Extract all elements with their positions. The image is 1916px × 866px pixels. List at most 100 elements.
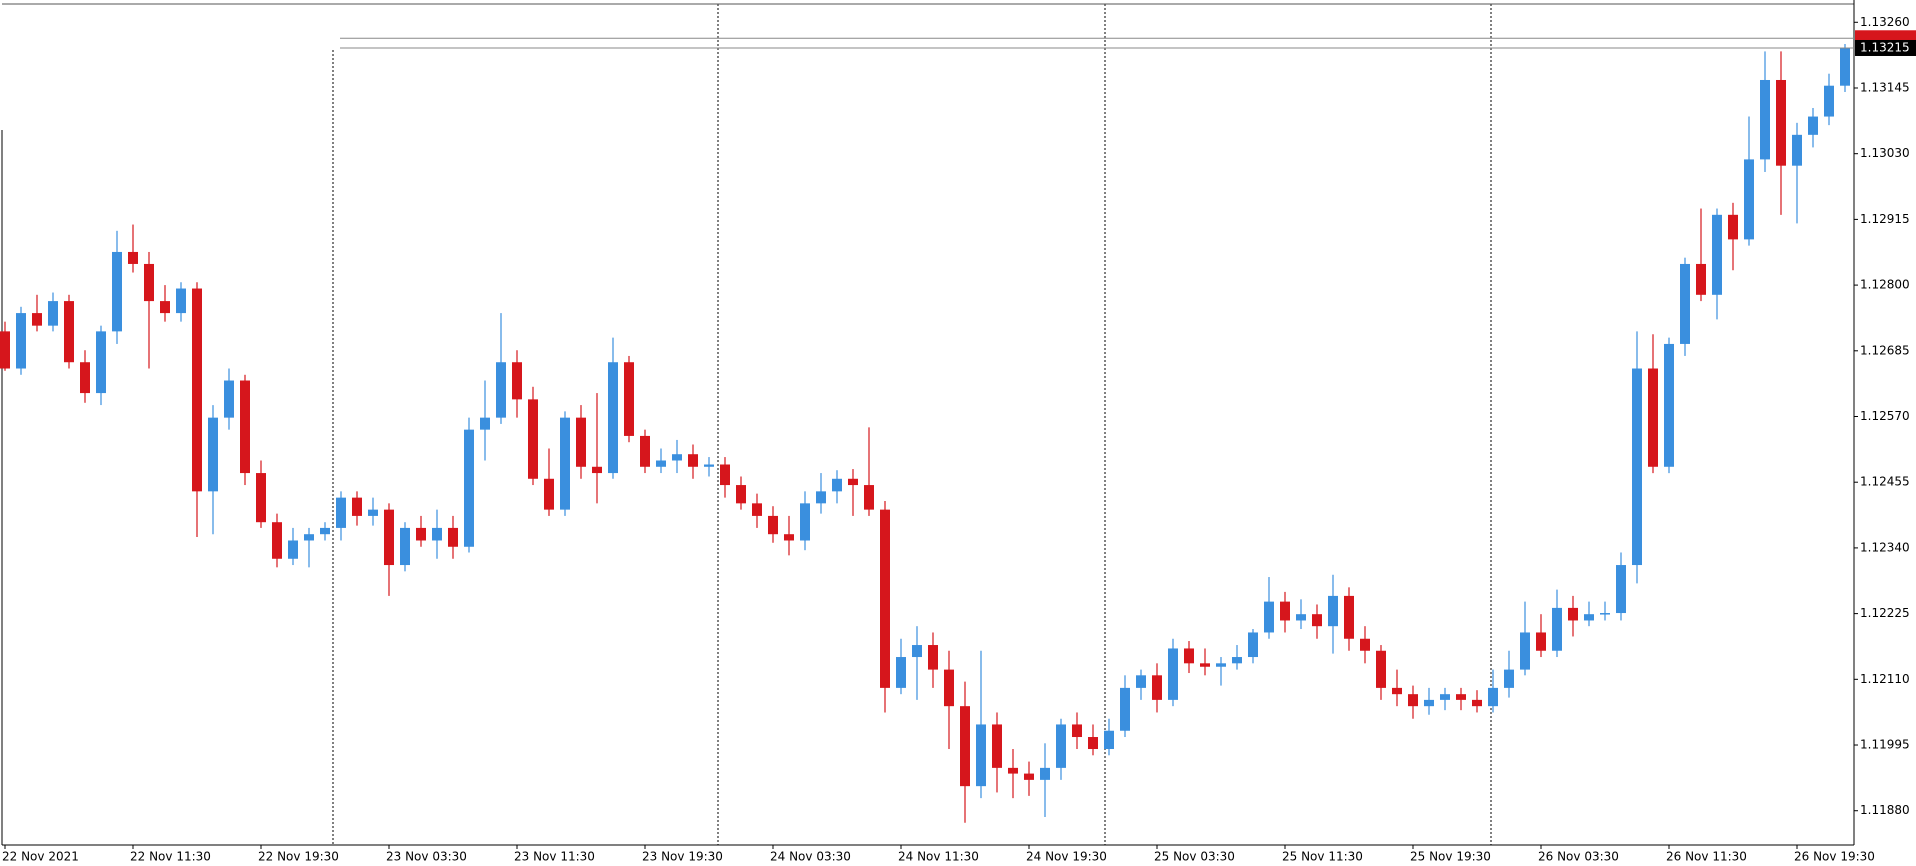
candle-body bbox=[1344, 595, 1354, 639]
candle-body bbox=[1520, 632, 1530, 670]
candle-body bbox=[560, 417, 570, 510]
candle-body bbox=[1408, 694, 1418, 707]
candle-body bbox=[288, 540, 298, 559]
candle-body bbox=[576, 417, 586, 467]
candle-body bbox=[1024, 773, 1034, 780]
y-tick-label: 1.11995 bbox=[1860, 738, 1910, 752]
candles bbox=[0, 43, 1850, 823]
x-tick-label: 22 Nov 11:30 bbox=[130, 850, 211, 864]
candle-body bbox=[1280, 601, 1290, 621]
candle-body bbox=[352, 497, 362, 516]
candle-body bbox=[48, 301, 58, 326]
candle-body bbox=[1712, 214, 1722, 295]
candle-body bbox=[64, 301, 74, 363]
candle-body bbox=[304, 534, 314, 541]
candle-body bbox=[1360, 638, 1370, 651]
candle-body bbox=[496, 362, 506, 418]
candle-body bbox=[1568, 607, 1578, 621]
candle-body bbox=[400, 527, 410, 566]
x-tick-label: 25 Nov 03:30 bbox=[1154, 850, 1235, 864]
candle-body bbox=[1376, 650, 1386, 688]
candle-body bbox=[528, 399, 538, 479]
x-tick-label: 26 Nov 19:30 bbox=[1794, 850, 1875, 864]
candle-body bbox=[960, 706, 970, 787]
y-tick-label: 1.12110 bbox=[1860, 672, 1910, 686]
x-tick-label: 26 Nov 03:30 bbox=[1538, 850, 1619, 864]
candle-body bbox=[752, 503, 762, 516]
x-tick-label: 22 Nov 19:30 bbox=[258, 850, 339, 864]
candle-body bbox=[1664, 343, 1674, 467]
candle-body bbox=[0, 331, 10, 369]
x-tick-label: 24 Nov 03:30 bbox=[770, 850, 851, 864]
candle-body bbox=[896, 657, 906, 688]
candle-body bbox=[320, 527, 330, 535]
candle-body bbox=[768, 515, 778, 535]
candle-body bbox=[16, 313, 26, 369]
candle-body bbox=[192, 288, 202, 492]
y-tick-label: 1.12455 bbox=[1860, 475, 1910, 489]
candle-body bbox=[784, 534, 794, 541]
candle-body bbox=[1392, 687, 1402, 695]
candle-body bbox=[1536, 632, 1546, 651]
candle-body bbox=[224, 380, 234, 418]
candle-body bbox=[1488, 687, 1498, 707]
candle-body bbox=[1584, 614, 1594, 621]
candle-body bbox=[1136, 675, 1146, 688]
y-tick-label: 1.12570 bbox=[1860, 409, 1910, 423]
candle-body bbox=[1200, 663, 1210, 667]
candle-body bbox=[1616, 565, 1626, 614]
candle-body bbox=[912, 645, 922, 658]
candle-body bbox=[1184, 648, 1194, 664]
candle-body bbox=[1472, 699, 1482, 707]
candle-body bbox=[368, 509, 378, 516]
candle-body bbox=[1248, 632, 1258, 658]
candle-body bbox=[1264, 601, 1274, 633]
candle-body bbox=[448, 527, 458, 547]
candle-body bbox=[880, 509, 890, 688]
candle-body bbox=[992, 724, 1002, 768]
candle-body bbox=[1440, 694, 1450, 700]
candle-body bbox=[32, 313, 42, 326]
candle-body bbox=[1312, 614, 1322, 627]
candle-body bbox=[640, 435, 650, 467]
candle-body bbox=[848, 478, 858, 486]
x-tick-label: 23 Nov 19:30 bbox=[642, 850, 723, 864]
candle-body bbox=[1152, 675, 1162, 700]
x-tick-label: 23 Nov 11:30 bbox=[514, 850, 595, 864]
x-tick-label: 26 Nov 11:30 bbox=[1666, 850, 1747, 864]
y-tick-label: 1.13145 bbox=[1860, 80, 1910, 94]
candle-body bbox=[624, 362, 634, 436]
candle-body bbox=[1680, 263, 1690, 344]
candle-body bbox=[208, 417, 218, 492]
candle-body bbox=[1056, 724, 1066, 768]
x-tick-label: 25 Nov 19:30 bbox=[1410, 850, 1491, 864]
y-tick-label: 1.12915 bbox=[1860, 212, 1910, 226]
candle-body bbox=[1600, 613, 1610, 615]
candle-body bbox=[656, 460, 666, 467]
candle-body bbox=[1728, 214, 1738, 240]
candle-body bbox=[800, 503, 810, 541]
candle-body bbox=[1040, 767, 1050, 780]
candle-body bbox=[736, 485, 746, 504]
candle-body bbox=[544, 478, 554, 510]
candle-body bbox=[1552, 607, 1562, 651]
candle-body bbox=[1328, 595, 1338, 627]
candle-body bbox=[416, 527, 426, 541]
candle-body bbox=[944, 669, 954, 707]
candle-body bbox=[720, 464, 730, 486]
candle-body bbox=[1296, 614, 1306, 621]
candle-body bbox=[1744, 159, 1754, 240]
candle-body bbox=[608, 362, 618, 474]
current-price-label: 1.13215 bbox=[1860, 40, 1910, 54]
y-tick-label: 1.13260 bbox=[1860, 15, 1910, 29]
candle-body bbox=[512, 362, 522, 400]
candle-body bbox=[480, 417, 490, 430]
candle-body bbox=[1760, 79, 1770, 160]
candle-body bbox=[160, 301, 170, 314]
candle-body bbox=[672, 454, 682, 461]
candle-body bbox=[336, 497, 346, 528]
candle-body bbox=[1072, 724, 1082, 738]
x-tick-label: 22 Nov 2021 bbox=[2, 850, 79, 864]
candle-body bbox=[1088, 737, 1098, 750]
